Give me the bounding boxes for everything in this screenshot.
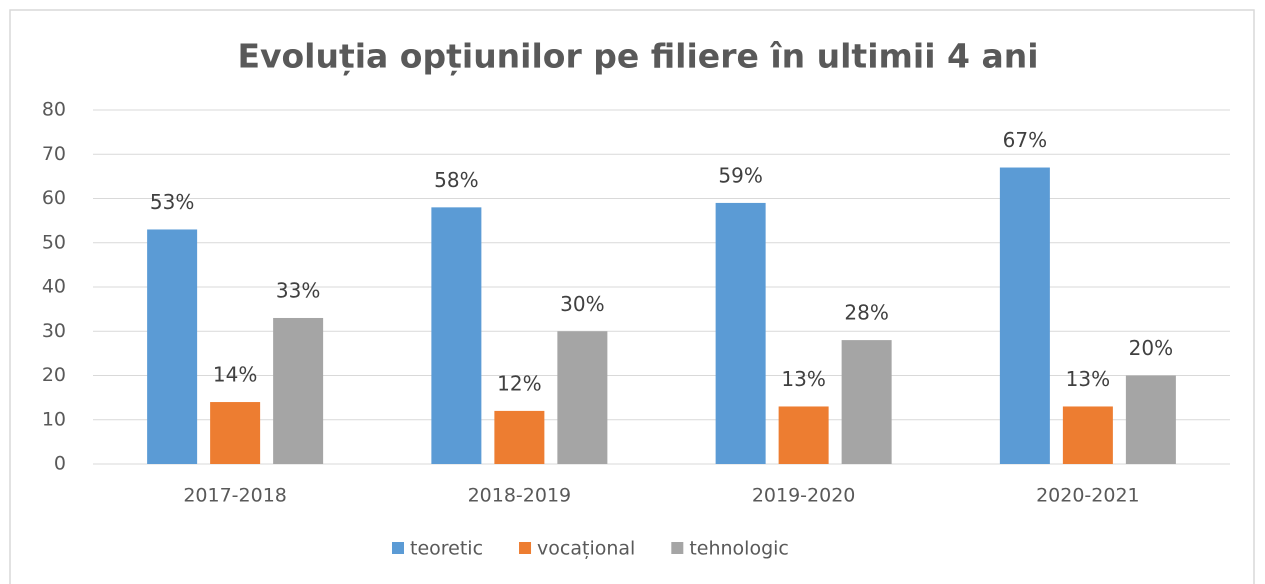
data-label: 20% [1129,336,1173,360]
data-label: 53% [150,190,194,214]
data-label: 12% [497,371,541,395]
y-tick-label: 0 [54,453,66,475]
legend-swatch [519,542,532,554]
bar [715,202,766,465]
data-label: 14% [213,363,257,387]
data-label: 59% [718,163,762,187]
x-tick-label: 2020-2021 [1036,485,1140,507]
bar [1125,375,1176,464]
legend-swatch [392,542,404,554]
x-tick-label: 2019-2020 [752,485,856,507]
x-tick-label: 2018-2019 [468,485,572,507]
y-tick-label: 20 [42,364,66,386]
bar [431,207,482,464]
data-label: 13% [1066,367,1110,391]
bar [841,340,892,464]
legend-label: vocațional [537,538,635,560]
y-tick-label: 50 [42,231,66,253]
data-label: 13% [781,367,825,391]
bar [273,317,324,464]
y-tick-label: 40 [42,276,66,298]
legend-label: teoretic [410,538,483,560]
data-label: 28% [844,301,888,325]
chart-title: Evoluția opțiunilor pe filiere în ultimi… [237,37,1038,76]
bar [557,331,608,464]
data-label: 67% [1003,128,1047,152]
y-tick-label: 70 [42,143,66,165]
legend-label: tehnologic [689,538,789,560]
legend-swatch [671,542,684,554]
bar [999,167,1050,464]
data-label: 33% [276,278,320,302]
bar [1062,406,1113,464]
y-tick-label: 60 [42,187,66,209]
y-tick-label: 30 [42,320,66,342]
y-tick-label: 10 [42,408,66,430]
bar [494,410,545,464]
bar [778,406,829,464]
data-label: 30% [560,292,604,316]
y-tick-label: 80 [42,99,66,121]
x-tick-label: 2017-2018 [183,485,287,507]
data-label: 58% [434,168,478,192]
bar [147,229,198,464]
bar [210,402,261,464]
